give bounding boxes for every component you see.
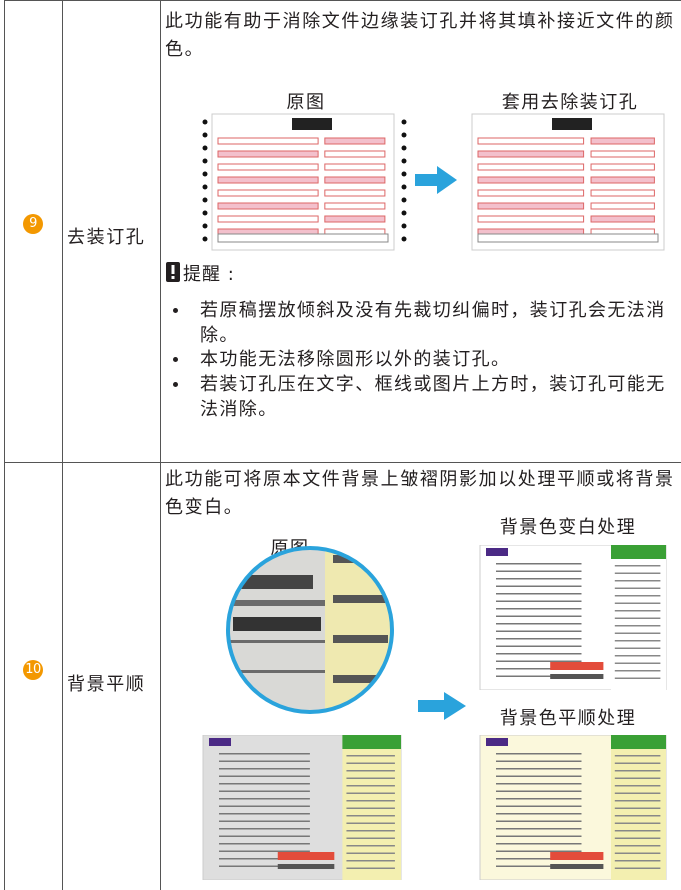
original-image	[202, 113, 407, 251]
caption: 原图	[286, 92, 326, 113]
processed-image	[471, 113, 665, 251]
feature-name: 去装订孔	[67, 227, 146, 248]
note-item: 若装订孔压在文字、框线或图片上方时，装订孔可能无法消除。	[170, 372, 680, 422]
arrow	[415, 166, 457, 194]
magnified-image	[226, 546, 394, 714]
processed-image	[479, 545, 667, 690]
row-divider	[4, 462, 681, 463]
row-number: 10	[23, 660, 43, 680]
original-image	[202, 735, 402, 880]
caption: 套用去除装订孔	[501, 92, 639, 113]
feature-name: 背景平顺	[67, 674, 146, 695]
caption: 背景色平顺处理	[499, 708, 637, 729]
note-text: 若原稿摆放倾斜及没有先裁切纠偏时，装订孔会无法消除。	[200, 300, 666, 346]
column-divider	[62, 0, 63, 890]
table-border	[4, 0, 681, 1]
warning-icon	[166, 262, 180, 282]
row-number: 9	[23, 214, 43, 234]
note-item: 本功能无法移除圆形以外的装订孔。	[170, 347, 680, 372]
note-text: 本功能无法移除圆形以外的装订孔。	[200, 349, 511, 370]
column-divider	[160, 0, 161, 890]
caption: 背景色变白处理	[499, 517, 637, 538]
description: 此功能有助于消除文件边缘装订孔并将其填补接近文件的颜色。	[165, 11, 675, 60]
note-title: 提醒 :	[183, 264, 235, 285]
processed-image	[479, 735, 667, 880]
note-item: 若原稿摆放倾斜及没有先裁切纠偏时，装订孔会无法消除。	[170, 298, 680, 348]
table-border	[4, 0, 5, 890]
arrow	[418, 692, 466, 720]
note-text: 若装订孔压在文字、框线或图片上方时，装订孔可能无法消除。	[200, 374, 666, 420]
description: 此功能可将原本文件背景上皱褶阴影加以处理平顺或将背景色变白。	[165, 469, 675, 518]
